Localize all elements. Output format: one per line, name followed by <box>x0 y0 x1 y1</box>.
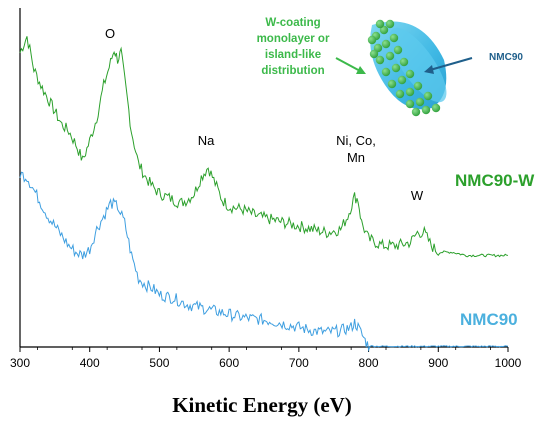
coating-dot-icon <box>389 33 399 43</box>
axes: 300 400 500 600 700 800 900 1000 <box>10 8 522 370</box>
series-group <box>19 36 509 352</box>
x-tick-label-1000: 1000 <box>495 356 522 370</box>
coating-dot-icon <box>381 67 391 77</box>
coating-dot-icon <box>423 91 433 101</box>
particle-label: NMC90 <box>489 52 523 63</box>
x-tick-label-600: 600 <box>219 356 239 370</box>
peak-label-na: Na <box>198 133 215 148</box>
series-label-nmc90-w: NMC90-W <box>455 171 535 190</box>
coating-dot-icon <box>369 49 379 59</box>
peak-label-o: O <box>105 26 115 41</box>
particle-face-icon <box>389 27 447 103</box>
particle-arrow-icon <box>424 57 473 74</box>
coating-dot-icon <box>415 97 425 107</box>
coating-dots <box>367 19 441 117</box>
inset-illustration: W-coating monolayer or island-like distr… <box>257 17 523 117</box>
peak-label-ni-co: Ni, Co, <box>336 133 376 148</box>
coating-dot-icon <box>379 25 389 35</box>
coating-dot-icon <box>399 57 409 67</box>
coating-dot-icon <box>385 19 395 29</box>
coating-dot-icon <box>397 75 407 85</box>
peak-label-mn: Mn <box>347 150 365 165</box>
coating-label-line-1: W-coating <box>265 17 320 29</box>
coating-dot-icon <box>405 99 415 109</box>
peak-labels: O Na Ni, Co, Mn W <box>105 26 424 203</box>
series-line-nmc90 <box>19 171 509 352</box>
coating-dot-icon <box>405 69 415 79</box>
coating-dot-icon <box>373 43 383 53</box>
coating-dot-icon <box>393 45 403 55</box>
coating-dot-icon <box>413 81 423 91</box>
coating-dot-icon <box>395 89 405 99</box>
x-tick-group: 300 400 500 600 700 800 900 1000 <box>10 347 522 370</box>
coating-dot-icon <box>387 79 397 89</box>
x-tick-label-300: 300 <box>10 356 30 370</box>
coating-dot-icon <box>421 105 431 115</box>
coating-dot-icon <box>367 35 377 45</box>
coating-label-line-2: monolayer or <box>257 33 330 45</box>
peak-label-w: W <box>411 188 424 203</box>
coating-dot-icon <box>385 51 395 61</box>
coating-dot-icon <box>391 63 401 73</box>
series-line-nmc90-w <box>19 36 509 258</box>
x-tick-label-700: 700 <box>289 356 309 370</box>
coating-dot-icon <box>381 39 391 49</box>
coating-dot-icon <box>431 103 441 113</box>
coating-label-line-4: distribution <box>261 65 324 77</box>
x-axis-label: Kinetic Energy (eV) <box>172 393 352 417</box>
coating-dot-icon <box>375 55 385 65</box>
x-tick-label-500: 500 <box>149 356 169 370</box>
coating-arrow-icon <box>335 57 366 74</box>
coating-dot-icon <box>411 107 421 117</box>
coating-dot-icon <box>375 19 385 29</box>
x-tick-label-800: 800 <box>359 356 379 370</box>
x-tick-label-900: 900 <box>428 356 448 370</box>
coating-dot-icon <box>405 87 415 97</box>
x-tick-label-400: 400 <box>80 356 100 370</box>
coating-label-line-3: island-like <box>265 49 321 61</box>
series-label-nmc90: NMC90 <box>460 310 518 329</box>
